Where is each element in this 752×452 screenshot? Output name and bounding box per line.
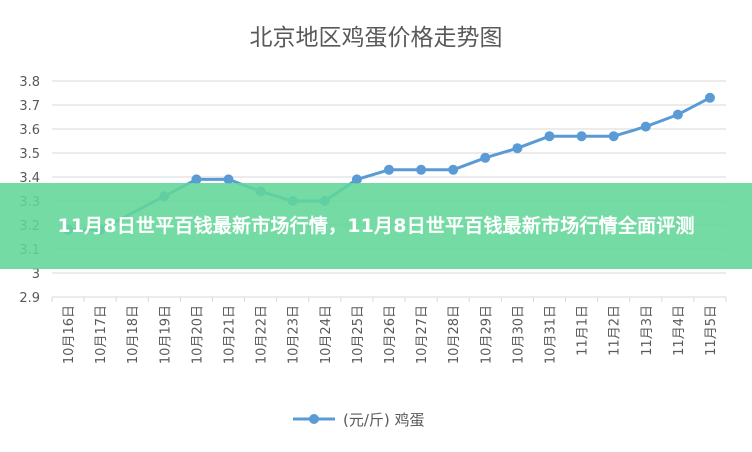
chart-title: 北京地区鸡蛋价格走势图 — [250, 25, 503, 51]
series-segment — [612, 125, 648, 138]
data-point — [640, 121, 651, 132]
x-axis — [51, 296, 727, 302]
x-tick-label: 10月19日 — [158, 305, 173, 364]
x-tick-label: 10月24日 — [319, 305, 334, 364]
series-segment — [451, 156, 487, 172]
legend-label: (元/斤) 鸡蛋 — [343, 411, 425, 429]
data-point — [351, 174, 362, 185]
y-tick-label: 3.8 — [19, 75, 40, 90]
x-tick-label: 10月17日 — [94, 305, 109, 364]
y-tick-label: 3 — [32, 267, 40, 282]
data-point — [416, 164, 427, 175]
series-segment — [644, 113, 680, 129]
data-point — [480, 152, 491, 163]
x-tick-label: 11月1日 — [576, 305, 591, 356]
series-segment — [355, 168, 391, 181]
x-tick-label: 10月23日 — [287, 305, 302, 364]
x-tick-label: 10月29日 — [479, 305, 494, 364]
data-point — [704, 92, 715, 103]
x-tick-label: 10月22日 — [255, 305, 270, 364]
series-segment — [483, 146, 519, 160]
x-tick-label: 10月16日 — [62, 305, 77, 364]
data-point — [576, 131, 587, 142]
x-tick-label: 11月3日 — [640, 305, 655, 356]
x-tick-label: 10月20日 — [190, 305, 205, 364]
x-tick-label: 10月25日 — [351, 305, 366, 364]
x-tick-label: 10月30日 — [511, 305, 526, 364]
data-point — [544, 131, 555, 142]
series-segment — [515, 134, 551, 150]
x-tick-label: 11月4日 — [672, 305, 687, 356]
legend-point-marker — [309, 414, 319, 424]
x-tick-label: 10月21日 — [223, 305, 238, 364]
y-tick-label: 2.9 — [19, 291, 40, 306]
x-tick-label: 10月31日 — [543, 305, 558, 364]
y-tick-label: 3.5 — [19, 147, 40, 162]
x-tick-label: 10月18日 — [126, 305, 141, 364]
data-point — [448, 164, 459, 175]
x-tick-label: 11月5日 — [704, 305, 719, 356]
y-tick-label: 3.4 — [19, 171, 40, 186]
data-point — [672, 109, 683, 120]
x-tick-label: 11月2日 — [608, 305, 623, 356]
x-tick-label: 10月28日 — [447, 305, 462, 364]
x-tick-label: 10月26日 — [383, 305, 398, 364]
data-point — [512, 143, 523, 154]
y-tick-label: 3.6 — [19, 123, 40, 138]
legend: (元/斤) 鸡蛋 — [293, 411, 425, 429]
headline-banner: 11月8日世平百钱最新市场行情，11月8日世平百钱最新市场行情全面评测 — [0, 183, 752, 269]
x-tick-labels: 10月16日 10月17日 10月18日 10月19日 10月20日 10月21日 10月2… — [62, 305, 719, 364]
data-point — [384, 164, 394, 175]
y-tick-label: 3.7 — [19, 99, 40, 114]
data-point — [191, 174, 202, 185]
data-point — [608, 131, 619, 142]
series-segment — [676, 96, 712, 117]
x-tick-label: 10月27日 — [415, 305, 430, 364]
data-point — [223, 174, 234, 185]
headline-text: 11月8日世平百钱最新市场行情，11月8日世平百钱最新市场行情全面评测 — [57, 215, 695, 237]
